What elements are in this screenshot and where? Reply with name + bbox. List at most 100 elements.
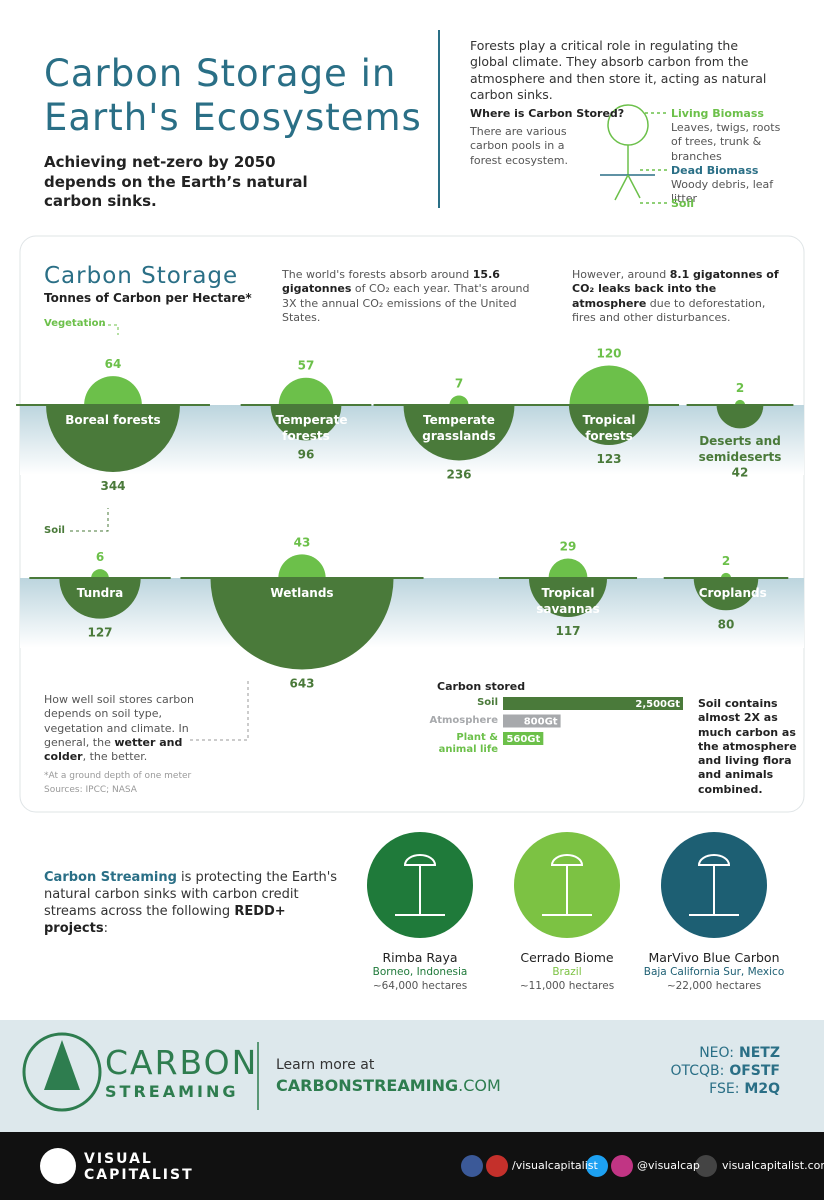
symbol: NETZ xyxy=(739,1045,780,1061)
text-bold: 15.6 gigatonnes xyxy=(282,268,500,296)
footnote: *At a ground depth of one meter xyxy=(44,771,192,781)
vegetation-label: Vegetation xyxy=(44,318,106,329)
facebook-icon[interactable] xyxy=(461,1155,483,1177)
footer-band xyxy=(0,1132,824,1200)
soil-value: 117 xyxy=(555,624,580,638)
logo-ring xyxy=(22,1032,102,1112)
soil-value: 96 xyxy=(298,447,315,461)
site[interactable]: visualcapitalist.com xyxy=(722,1159,824,1172)
bar-label: Plant & animal life xyxy=(438,732,498,755)
project-icon xyxy=(542,854,592,916)
vegetation-semicircle xyxy=(91,569,109,578)
text: due to deforestation, fires and other di… xyxy=(572,296,766,324)
web-icon[interactable] xyxy=(695,1155,717,1177)
vegetation-semicircle xyxy=(84,376,142,405)
pool-desc: Leaves, twigs, roots of trees, trunk & b… xyxy=(671,121,781,163)
vegetation-semicircle xyxy=(278,554,326,578)
soil-label: Soil xyxy=(44,525,65,536)
soil-semicircle xyxy=(270,405,342,441)
logo-tree xyxy=(44,1040,80,1090)
text-bold: Carbon Streaming xyxy=(44,870,177,885)
project-name: Rimba Raya xyxy=(382,950,458,965)
soil-semicircle xyxy=(528,578,608,618)
soil-value: 42 xyxy=(732,465,749,479)
vegetation-semicircle xyxy=(548,558,588,578)
text-bold: REDD+ projects xyxy=(44,903,286,936)
leak-note: However, around 8.1 gigatonnes of CO₂ le… xyxy=(572,268,792,325)
vegetation-semicircle xyxy=(278,377,334,405)
soil-value: 123 xyxy=(596,452,621,466)
instagram-icon[interactable] xyxy=(611,1155,633,1177)
project-area: ~11,000 hectares xyxy=(519,980,615,992)
ticker: FSE: M2Q xyxy=(670,1080,780,1098)
bar xyxy=(503,714,561,728)
vegetation-value: 57 xyxy=(298,359,315,373)
ecosystem-name: Tundra xyxy=(76,586,124,600)
bar-value: 2,500Gt xyxy=(635,699,680,710)
soil-value: 80 xyxy=(718,617,735,631)
soil-semicircle xyxy=(403,405,515,461)
ecosystem-name: Deserts and semideserts xyxy=(698,434,782,464)
youtube-icon[interactable] xyxy=(486,1155,508,1177)
title: Carbon Storage in Earth's Ecosystems xyxy=(44,52,422,140)
subtitle: Achieving net-zero by 2050 depends on th… xyxy=(44,153,308,210)
text-bold: wetter and colder xyxy=(44,735,183,764)
symbol: OFSTF xyxy=(729,1063,780,1080)
bar-label: Soil xyxy=(477,697,498,708)
ecosystem-name: Wetlands xyxy=(270,586,334,600)
project-name: Cerrado Biome xyxy=(520,950,614,965)
vegetation-value: 64 xyxy=(105,357,122,371)
horizon-band xyxy=(20,578,804,648)
pool-label: Living Biomass xyxy=(671,107,764,120)
comparison: Soil contains almost 2X as much carbon a… xyxy=(698,697,797,796)
ticker: OTCQB: OFSTF xyxy=(670,1062,780,1080)
exchange: OTCQB: xyxy=(670,1063,725,1080)
text: is protecting the Earth's natural carbon… xyxy=(44,870,338,919)
vegetation-semicircle xyxy=(720,572,732,578)
connector xyxy=(70,508,109,532)
url-bold: CARBONSTREAMING xyxy=(276,1076,459,1095)
url[interactable]: CARBONSTREAMING.COM xyxy=(276,1076,501,1097)
sources: Sources: IPCC; NASA xyxy=(44,785,137,795)
handle[interactable]: /visualcapitalist xyxy=(512,1159,598,1172)
handle[interactable]: @visualcap xyxy=(637,1159,700,1172)
intro: Forests play a critical role in regulati… xyxy=(470,38,767,102)
logo-bottom: STREAMING xyxy=(105,1082,239,1101)
ecosystem-name: Temperate grasslands xyxy=(422,413,496,443)
project-icon xyxy=(395,854,445,916)
symbol: M2Q xyxy=(744,1081,780,1098)
project-area: ~64,000 hectares xyxy=(372,980,468,992)
sponsor-band xyxy=(0,1020,824,1132)
pools-title: Where is Carbon Stored? xyxy=(470,107,625,120)
text: How well soil stores carbon depends on s… xyxy=(44,693,194,749)
bar xyxy=(503,732,544,745)
twitter-icon[interactable] xyxy=(586,1155,608,1177)
brand-top: VISUAL xyxy=(84,1151,153,1167)
vegetation-semicircle xyxy=(734,399,746,405)
ecosystem-name: Tropical forests xyxy=(582,413,636,443)
soil-value: 344 xyxy=(100,479,125,493)
connector xyxy=(190,680,249,741)
project-icon xyxy=(689,854,739,916)
vegetation-value: 120 xyxy=(596,346,621,360)
soil-value: 236 xyxy=(446,467,471,481)
pool-label: Dead Biomass xyxy=(671,164,759,177)
soil-value: 127 xyxy=(87,626,112,640)
bars-title: Carbon stored xyxy=(437,680,526,693)
ecosystem-name: Tropical savannas xyxy=(536,586,600,616)
exchange: FSE: xyxy=(709,1081,740,1098)
tree-icon xyxy=(600,104,668,204)
pool-desc: Woody debris, leaf litter xyxy=(671,178,774,206)
url-rest: .COM xyxy=(458,1076,501,1095)
ecosystem-name: Croplands xyxy=(698,586,767,600)
exchange: NEO: xyxy=(699,1045,735,1061)
ecosystem-name: Temperate forests xyxy=(275,413,348,443)
pool-label: Soil xyxy=(671,197,695,210)
vegetation-value: 6 xyxy=(96,550,104,564)
soil-value: 643 xyxy=(289,677,314,691)
bar-value: 560Gt xyxy=(506,734,540,745)
bar-value: 800Gt xyxy=(524,717,558,728)
logo-top: CARBON xyxy=(105,1043,259,1082)
pools-note: There are various carbon pools in a fore… xyxy=(470,125,569,167)
